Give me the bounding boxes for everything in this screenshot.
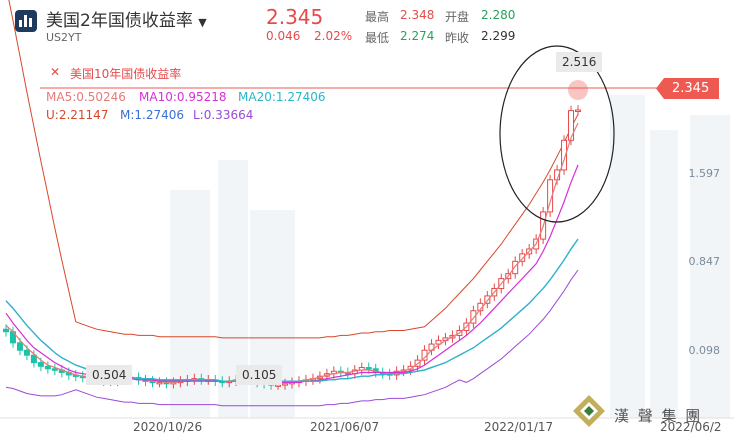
candle-body [16,342,23,351]
candle-body [156,381,163,385]
candle-body [30,354,37,364]
candle-body [275,384,282,387]
compare-label[interactable]: 美国10年国债收益率 [70,67,182,81]
candle-body [435,339,442,345]
candle-body [484,295,491,304]
y-tick-label: 0.098 [688,344,721,357]
prev-close-label: 昨收 [445,31,470,45]
candle-body [3,328,9,333]
candle-body [568,110,575,141]
compare-close-icon[interactable]: ✕ [50,65,61,79]
price-change-pct: 2.02% [314,29,353,43]
candle-body [561,139,568,171]
high-label: 最高 [365,10,390,24]
bar-chart-icon [15,10,37,32]
candle-body [44,365,51,370]
candle-body [365,367,372,370]
candle-body [575,109,581,113]
highlight-ellipse [499,45,615,223]
boll-upper-value: U:2.21147 [46,108,109,122]
current-price-tag: 2.345 [656,78,720,99]
open-value: 2.280 [481,8,516,22]
background-building [690,115,730,418]
low-point-callout-a: 0.504 [86,365,133,385]
current-point-glow [568,80,588,100]
x-tick-label: 2021/06/07 [310,420,380,434]
candle-body [23,349,30,356]
low-value: 2.274 [400,29,435,43]
candle-body [51,368,58,371]
low-label: 最低 [365,31,390,45]
low-point-callout-b: 0.105 [236,365,283,385]
boll-upper-line [8,0,579,339]
open-label: 开盘 [445,10,470,24]
x-tick-label: 2022/06/2 [660,420,722,434]
page-title[interactable]: 美国2年国债收益率 ▼ [46,11,207,31]
y-tick-label: 0.847 [688,255,721,268]
high-value: 2.348 [400,8,435,22]
current-price: 2.345 [266,5,324,29]
price-change: 0.046 [266,29,301,43]
background-building [610,95,645,418]
watermark-logo-icon [573,395,605,427]
x-tick-label: 2020/10/26 [133,420,203,434]
ma20-value: MA20:1.27406 [238,90,326,104]
candle-body [512,260,519,275]
background-building [650,130,678,418]
candle-body [37,362,44,367]
prev-close-value: 2.299 [481,29,516,43]
boll-mid-value: M:1.27406 [120,108,185,122]
ma10-value: MA10:0.95218 [139,90,227,104]
watermark-text: 漢 聲 集 團 [614,407,703,425]
candle-body [470,310,477,324]
x-tick-label: 2022/01/17 [484,420,554,434]
y-tick-label: 1.597 [688,167,721,180]
ma5-value: MA5:0.50246 [46,90,126,104]
candle-body [519,253,526,262]
boll-lower-line [5,269,579,407]
boll-lower-value: L:0.33664 [193,108,254,122]
high-point-callout: 2.516 [556,52,603,72]
dropdown-caret-icon[interactable]: ▼ [198,16,207,29]
symbol-code: US2YT [46,31,82,44]
